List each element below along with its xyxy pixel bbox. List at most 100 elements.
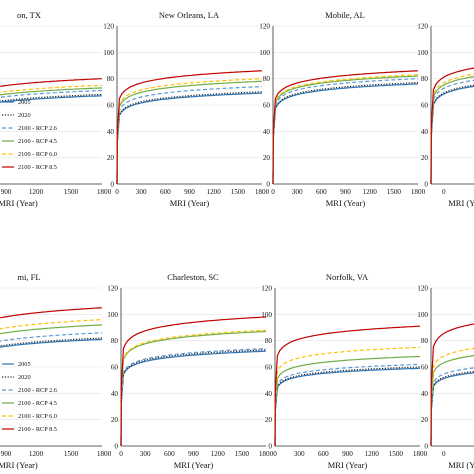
y-tick-label: 0 — [424, 181, 428, 189]
series-line-2020 — [116, 91, 263, 185]
series-line-2100-rcp-6-0 — [274, 346, 420, 447]
y-tick-label: 120 — [103, 23, 114, 31]
y-tick-label: 20 — [111, 416, 119, 424]
series-line-2100-rcp-8-5 — [274, 325, 421, 447]
series-line-2100-rcp-6-0 — [0, 319, 103, 330]
x-tick-label: 1500 — [231, 188, 246, 196]
panel-title: Charleston, SC — [167, 272, 219, 282]
legend-entry: 2100 - RCP 4.5 — [18, 138, 57, 145]
x-tick-label: 1200 — [206, 188, 221, 196]
series-line-2100-rcp-6-0 — [116, 78, 263, 185]
series-line-2005 — [430, 85, 474, 185]
y-tick-label: 60 — [107, 102, 115, 110]
x-tick-label: 1800 — [259, 450, 274, 458]
panel-new: New0204060801001200300600MRI (Year) — [417, 285, 474, 470]
y-tick-label: 20 — [263, 154, 271, 162]
y-tick-label: 20 — [421, 416, 429, 424]
y-tick-label: 80 — [107, 75, 115, 83]
x-tick-label: 1500 — [235, 450, 250, 458]
x-tick-label: 1800 — [411, 188, 426, 196]
series-line-2100-rcp-6-0 — [0, 84, 102, 94]
x-tick-label: 600 — [318, 450, 329, 458]
series-line-2100-rcp-8-5 — [0, 307, 103, 319]
series-line-2100-rcp-4-5 — [120, 330, 267, 447]
y-tick-label: 100 — [417, 49, 428, 57]
x-tick-label: 900 — [184, 188, 195, 196]
panel-title: New Orleans, LA — [159, 10, 220, 20]
series-line-2100-rcp-8-5 — [430, 323, 474, 447]
series-line-2005 — [274, 367, 421, 447]
legend-entry: 2100 - RCP 8.5 — [18, 164, 57, 171]
y-tick-label: 0 — [424, 443, 428, 451]
series-line-2100-rcp-8-5 — [116, 70, 263, 185]
y-tick-label: 40 — [421, 128, 429, 136]
y-tick-label: 120 — [259, 23, 270, 31]
x-tick-label: 0 — [273, 450, 277, 458]
y-tick-label: 80 — [111, 337, 119, 345]
series-line-2100-rcp-2-6 — [274, 363, 420, 447]
panel-ta: Ta0204060801001200300600MRI (Year) — [417, 23, 474, 208]
series-line-2100-rcp-2-6 — [116, 86, 263, 185]
series-line-2020 — [430, 370, 474, 447]
legend-entry: 2100 - RCP 2.6 — [18, 125, 57, 132]
x-tick-label: 1800 — [255, 188, 270, 196]
x-axis-label: MRI (Year) — [170, 198, 210, 208]
legend-entry: 2005 — [18, 99, 31, 106]
x-tick-label: 300 — [140, 450, 151, 458]
legend-entry: 2100 - RCP 4.5 — [18, 400, 57, 407]
panel-title: on, TX — [17, 10, 41, 20]
y-tick-label: 60 — [265, 364, 273, 372]
series-line-2100-rcp-6-0 — [272, 74, 419, 185]
series-line-2100-rcp-8-5 — [120, 316, 267, 447]
x-tick-label: 1500 — [389, 450, 404, 458]
legend-entry: 2100 - RCP 8.5 — [18, 426, 57, 433]
y-tick-label: 100 — [261, 311, 272, 319]
series-line-2100-rcp-4-5 — [274, 355, 421, 447]
series-line-2005 — [0, 95, 103, 103]
series-line-2100-rcp-2-6 — [120, 348, 267, 447]
y-tick-label: 120 — [107, 285, 118, 293]
series-line-2005 — [0, 338, 103, 348]
series-line-2020 — [0, 93, 103, 102]
series-line-2100-rcp-8-5 — [430, 67, 474, 185]
series-line-2005 — [272, 83, 419, 185]
x-axis-label: MRI (Year) — [174, 460, 214, 470]
x-tick-label: 0 — [119, 450, 123, 458]
x-tick-label: 600 — [164, 450, 175, 458]
legend-entry: 2020 — [18, 112, 31, 119]
y-tick-label: 40 — [107, 128, 115, 136]
y-tick-label: 120 — [417, 23, 428, 31]
y-tick-label: 60 — [421, 102, 429, 110]
series-line-2100-rcp-4-5 — [430, 75, 474, 185]
x-tick-label: 1500 — [387, 188, 402, 196]
y-tick-label: 100 — [259, 49, 270, 57]
x-tick-label: 1200 — [364, 450, 379, 458]
y-tick-label: 120 — [261, 285, 272, 293]
x-tick-label: 1500 — [64, 188, 79, 196]
y-tick-label: 20 — [107, 154, 115, 162]
legend-entry: 2100 - RCP 2.6 — [18, 387, 57, 394]
x-tick-label: 1200 — [29, 450, 44, 458]
y-tick-label: 20 — [265, 416, 273, 424]
panel-mi-fl: mi, FL 900 1200 1500 1800 MRI (Year) 2005 2020 2… — [0, 272, 112, 470]
x-tick-label: 0 — [271, 188, 275, 196]
x-tick-label: 900 — [1, 188, 12, 196]
x-tick-label: 0 — [442, 450, 446, 458]
y-tick-label: 80 — [265, 337, 273, 345]
x-tick-label: 1500 — [64, 450, 79, 458]
series-line-2100-rcp-4-5 — [116, 80, 263, 185]
x-tick-label: 1200 — [29, 188, 44, 196]
y-tick-label: 40 — [111, 390, 119, 398]
x-tick-label: 900 — [1, 450, 12, 458]
series-line-2100-rcp-8-5 — [272, 70, 419, 185]
panel-title: Mobile, AL — [325, 10, 365, 20]
y-tick-label: 100 — [107, 311, 118, 319]
series-line-2100-rcp-2-6 — [0, 332, 103, 342]
series-line-2020 — [120, 349, 267, 447]
y-tick-label: 0 — [114, 443, 118, 451]
